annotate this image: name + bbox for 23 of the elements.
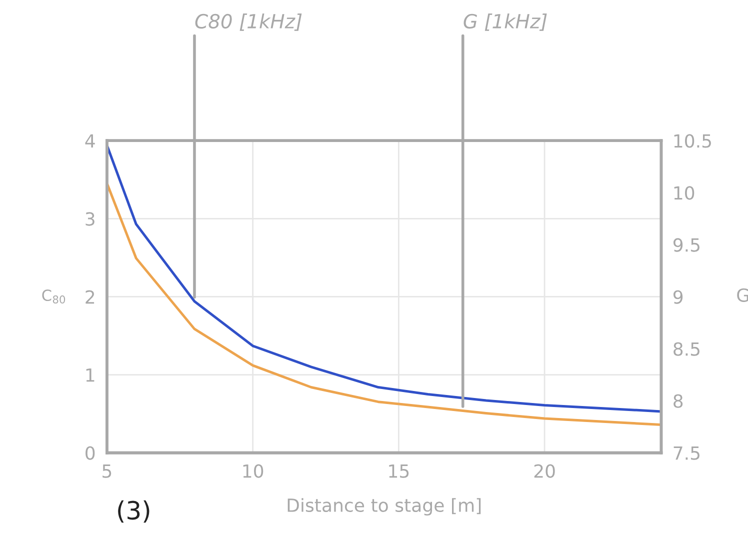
x-tick-label: 20 [534, 464, 555, 478]
y2-tick-label: 7.5 [674, 446, 700, 460]
y-tick-label: 4 [85, 134, 95, 148]
y2-tick-label: 10.5 [674, 134, 711, 148]
line-series [106, 182, 662, 426]
y2-tick-label: 8.5 [674, 342, 700, 356]
y2-tick-label: 9 [673, 290, 683, 304]
y2-tick-label: 8 [674, 394, 683, 408]
y-axis-title: C$_{80}$ [42, 289, 66, 304]
y-tick-label: 1 [86, 368, 94, 382]
line-series [106, 144, 662, 413]
y-tick-label: 0 [86, 446, 95, 460]
x-tick-label: 5 [102, 464, 112, 478]
annotation: C80 [1kHz] [195, 14, 302, 31]
y-tick-label: 2 [86, 290, 94, 304]
text: (3) [118, 500, 150, 523]
x-tick-label: 10 [243, 464, 264, 478]
x-tick-label: 15 [389, 464, 409, 478]
annotation: G [1kHz] [464, 14, 547, 31]
y2-tick-label: 10 [674, 186, 694, 200]
y2-tick-label: 9.5 [673, 238, 700, 252]
y-tick-label: 3 [86, 212, 94, 226]
x-axis-title: Distance to stage [m] [288, 498, 481, 516]
